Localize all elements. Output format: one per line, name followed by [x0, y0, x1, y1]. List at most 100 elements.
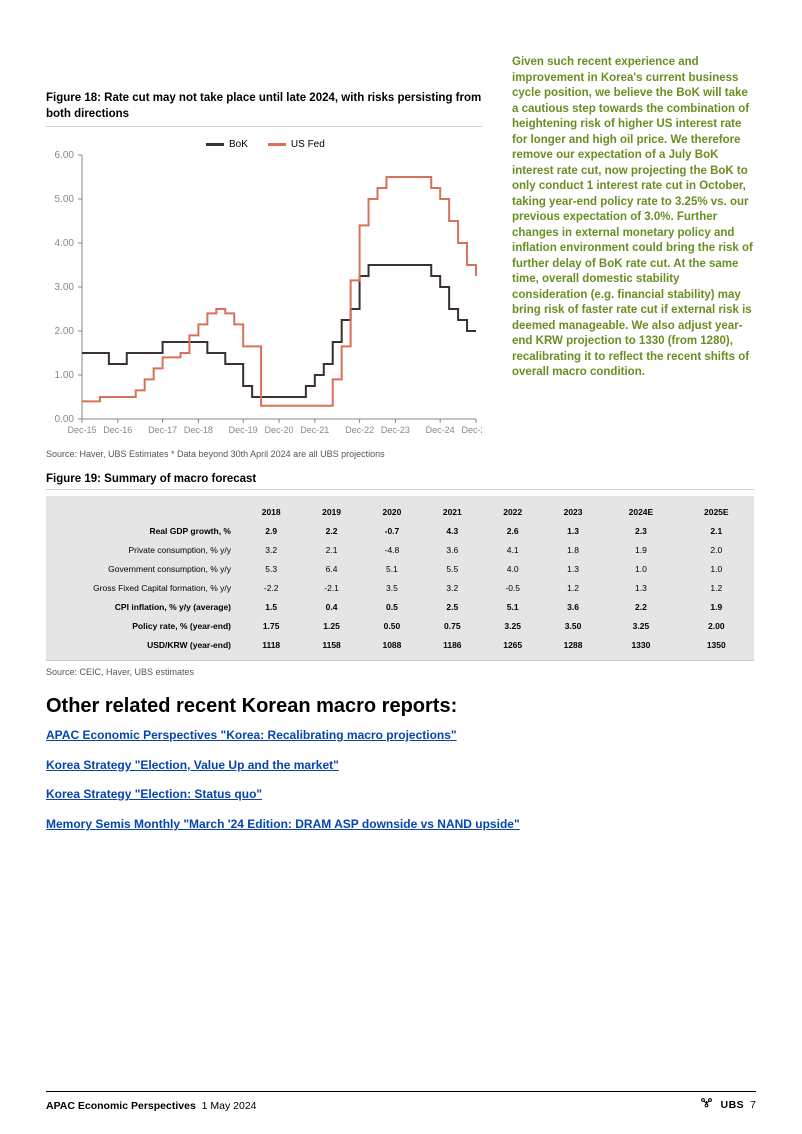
- table-cell: 3.2: [241, 540, 301, 559]
- table-header-cell: 2023: [543, 502, 603, 521]
- table-cell: -0.5: [483, 578, 543, 597]
- table-cell: 2.5: [422, 597, 482, 616]
- table-cell: 3.2: [422, 578, 482, 597]
- table-cell: 2.00: [679, 616, 754, 635]
- table-cell: 1.3: [543, 521, 603, 540]
- table-cell: 4.1: [483, 540, 543, 559]
- table-cell: 1.0: [603, 559, 678, 578]
- footer-right: UBS 7: [700, 1097, 756, 1112]
- table-cell: 0.75: [422, 616, 482, 635]
- table-cell: 2.1: [679, 521, 754, 540]
- figure18-source: Source: Haver, UBS Estimates * Data beyo…: [46, 449, 482, 459]
- svg-text:Dec-23: Dec-23: [381, 425, 410, 435]
- table-header-cell: 2024E: [603, 502, 678, 521]
- svg-text:Dec-24: Dec-24: [426, 425, 455, 435]
- footer-date: 1 May 2024: [202, 1100, 257, 1112]
- table-header-cell: 2018: [241, 502, 301, 521]
- table-cell: 1.0: [679, 559, 754, 578]
- line-chart-svg: 0.001.002.003.004.005.006.00Dec-15Dec-16…: [46, 133, 482, 443]
- figure18-chart: BoK US Fed 0.001.002.003.004.005.006.00D…: [46, 133, 482, 443]
- row-label: Policy rate, % (year-end): [46, 616, 241, 635]
- report-link[interactable]: Korea Strategy "Election, Value Up and t…: [46, 758, 546, 774]
- figure19-rule-bottom: [46, 660, 754, 661]
- row-label: CPI inflation, % y/y (average): [46, 597, 241, 616]
- report-link[interactable]: Memory Semis Monthly "March '24 Edition:…: [46, 817, 546, 833]
- footer-left: APAC Economic Perspectives 1 May 2024: [46, 1100, 257, 1112]
- table-cell: 1.2: [679, 578, 754, 597]
- table-cell: 2.0: [679, 540, 754, 559]
- table-header-cell: 2022: [483, 502, 543, 521]
- table-cell: 5.3: [241, 559, 301, 578]
- table-cell: 4.0: [483, 559, 543, 578]
- table-cell: 1330: [603, 635, 678, 654]
- svg-text:4.00: 4.00: [55, 238, 75, 249]
- row-label: USD/KRW (year-end): [46, 635, 241, 654]
- svg-text:Dec-16: Dec-16: [103, 425, 132, 435]
- table-cell: 3.25: [483, 616, 543, 635]
- table-cell: 3.5: [362, 578, 422, 597]
- table-cell: 0.50: [362, 616, 422, 635]
- svg-text:Dec-21: Dec-21: [300, 425, 329, 435]
- table-header-cell: 2021: [422, 502, 482, 521]
- sidebar-commentary: Given such recent experience and improve…: [512, 55, 754, 381]
- figure19-source: Source: CEIC, Haver, UBS estimates: [46, 667, 756, 677]
- svg-text:Dec-20: Dec-20: [264, 425, 293, 435]
- table-cell: 2.9: [241, 521, 301, 540]
- table-cell: 1088: [362, 635, 422, 654]
- table-cell: 4.3: [422, 521, 482, 540]
- table-cell: 2.2: [301, 521, 361, 540]
- svg-text:5.00: 5.00: [55, 194, 75, 205]
- forecast-table: 2018201920202021202220232024E2025EReal G…: [46, 502, 754, 654]
- legend-label-usfed: US Fed: [291, 139, 325, 150]
- table-cell: -2.2: [241, 578, 301, 597]
- table-cell: 0.5: [362, 597, 422, 616]
- figure19-table-wrap: 2018201920202021202220232024E2025EReal G…: [46, 496, 754, 660]
- table-row: Real GDP growth, %2.92.2-0.74.32.61.32.3…: [46, 521, 754, 540]
- table-cell: 5.1: [362, 559, 422, 578]
- report-link[interactable]: APAC Economic Perspectives "Korea: Recal…: [46, 728, 546, 744]
- table-cell: 2.2: [603, 597, 678, 616]
- legend-label-bok: BoK: [229, 139, 248, 150]
- figure18-title: Figure 18: Rate cut may not take place u…: [46, 91, 482, 122]
- legend-item-usfed: US Fed: [268, 139, 325, 150]
- table-cell: 1.9: [603, 540, 678, 559]
- report-link[interactable]: Korea Strategy "Election: Status quo": [46, 787, 546, 803]
- table-header-cell: 2019: [301, 502, 361, 521]
- svg-text:1.00: 1.00: [55, 370, 75, 381]
- table-cell: 1.8: [543, 540, 603, 559]
- table-cell: 3.50: [543, 616, 603, 635]
- page-number: 7: [750, 1099, 756, 1111]
- svg-text:Dec-17: Dec-17: [148, 425, 177, 435]
- table-cell: -2.1: [301, 578, 361, 597]
- figure19-title: Figure 19: Summary of macro forecast: [46, 473, 756, 485]
- table-cell: 2.6: [483, 521, 543, 540]
- svg-text:Dec-22: Dec-22: [345, 425, 374, 435]
- figure19-rule-top: [46, 489, 754, 490]
- table-cell: 1.25: [301, 616, 361, 635]
- table-cell: -4.8: [362, 540, 422, 559]
- table-cell: -0.7: [362, 521, 422, 540]
- svg-text:6.00: 6.00: [55, 150, 75, 161]
- table-cell: 1.5: [241, 597, 301, 616]
- page-footer: APAC Economic Perspectives 1 May 2024 UB…: [46, 1091, 756, 1112]
- row-label: Real GDP growth, %: [46, 521, 241, 540]
- table-row: USD/KRW (year-end)1118115810881186126512…: [46, 635, 754, 654]
- table-cell: 5.5: [422, 559, 482, 578]
- svg-text:Dec-15: Dec-15: [67, 425, 96, 435]
- table-row: Policy rate, % (year-end)1.751.250.500.7…: [46, 616, 754, 635]
- table-cell: 1265: [483, 635, 543, 654]
- table-cell: 3.25: [603, 616, 678, 635]
- ubs-keys-icon: [700, 1097, 714, 1112]
- related-reports-heading: Other related recent Korean macro report…: [46, 695, 756, 718]
- table-header-cell: 2025E: [679, 502, 754, 521]
- table-cell: 1.75: [241, 616, 301, 635]
- table-cell: 6.4: [301, 559, 361, 578]
- table-cell: 1350: [679, 635, 754, 654]
- svg-text:Dec-18: Dec-18: [184, 425, 213, 435]
- svg-text:3.00: 3.00: [55, 282, 75, 293]
- legend-item-bok: BoK: [206, 139, 248, 150]
- table-row: Government consumption, % y/y5.36.45.15.…: [46, 559, 754, 578]
- table-cell: 1158: [301, 635, 361, 654]
- table-cell: 3.6: [543, 597, 603, 616]
- row-label: Gross Fixed Capital formation, % y/y: [46, 578, 241, 597]
